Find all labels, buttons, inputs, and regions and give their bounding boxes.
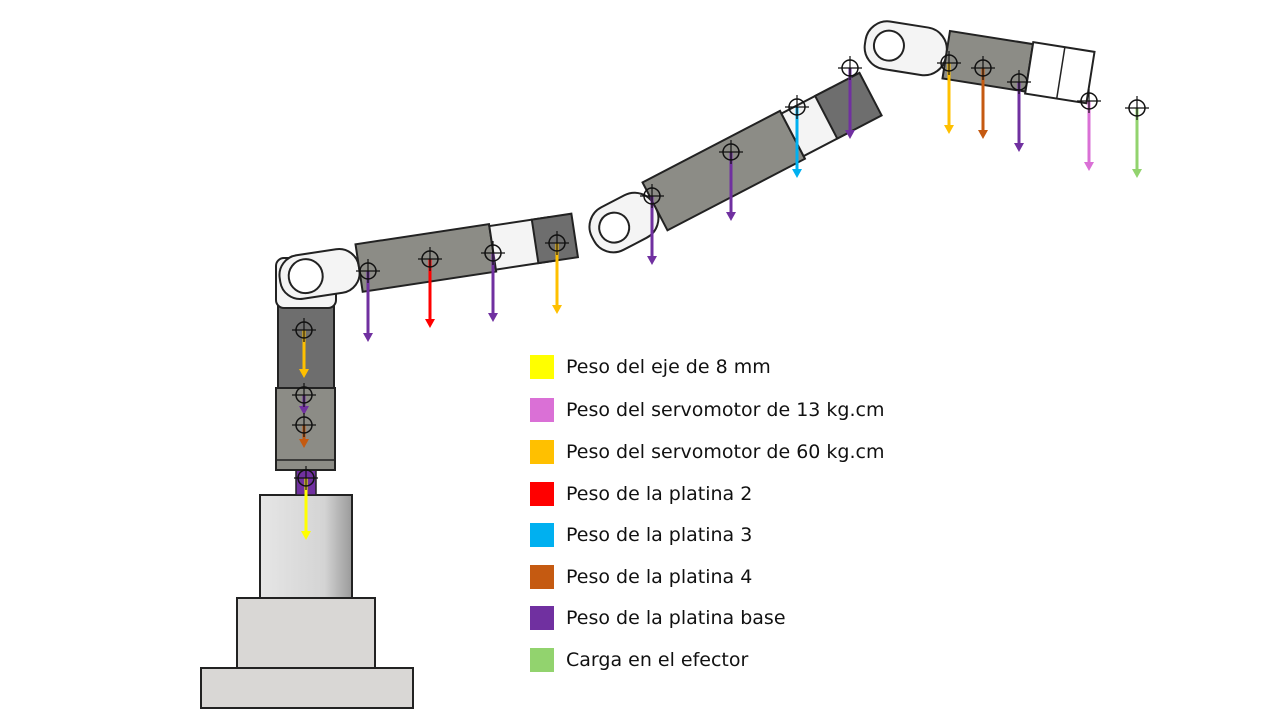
base-servo xyxy=(277,299,335,389)
weight-arrow-platina3 xyxy=(785,95,809,178)
end-effector-line xyxy=(1056,47,1066,99)
weight-arrow-platina-base-2 xyxy=(356,259,380,342)
arrow-head xyxy=(299,369,309,378)
legend-label: Peso de la platina 4 xyxy=(566,566,753,588)
weight-arrow-platina-base-1 xyxy=(292,383,316,415)
legend-swatch xyxy=(530,398,554,422)
elbow-servo xyxy=(530,212,580,265)
legend-item: Peso del servomotor de 60 kg.cm xyxy=(530,439,885,465)
arm-segment-1 xyxy=(278,212,580,300)
platina2-plate xyxy=(354,222,498,293)
legend-item: Carga en el efector xyxy=(530,647,748,673)
base-middle-block xyxy=(236,597,376,669)
legend-swatch xyxy=(530,648,554,672)
arrow-head xyxy=(552,305,562,314)
arrow-head xyxy=(726,212,736,221)
legend-item: Peso de la platina 4 xyxy=(530,564,752,590)
end-effector xyxy=(1023,41,1096,105)
weight-arrow-platina4-base xyxy=(292,413,316,448)
arrow-head xyxy=(1014,143,1024,152)
arrow-head xyxy=(299,406,309,415)
arrow-head xyxy=(363,333,373,342)
arrow-head xyxy=(299,439,309,448)
legend-label: Peso del servomotor de 13 kg.cm xyxy=(566,399,885,421)
arrow-head xyxy=(301,531,311,540)
weight-arrow-platina-base-5 xyxy=(719,140,743,221)
arrow-head xyxy=(792,169,802,178)
arm-segment-3 xyxy=(863,20,1096,105)
arrow-head xyxy=(1084,162,1094,171)
legend-item: Peso de la platina base xyxy=(530,605,786,631)
arm-segment-2 xyxy=(588,71,883,254)
legend-swatch xyxy=(530,440,554,464)
legend-swatch xyxy=(530,482,554,506)
wrist-servo xyxy=(813,71,883,140)
elbow-joint xyxy=(598,211,631,244)
legend-label: Peso de la platina 2 xyxy=(566,483,753,505)
weight-arrow-servo60-elbow xyxy=(545,231,569,314)
weight-arrow-servo13 xyxy=(1077,89,1101,171)
legend-label: Peso de la platina base xyxy=(566,607,786,629)
legend-item: Peso del servomotor de 13 kg.cm xyxy=(530,397,885,423)
arrow-head xyxy=(845,130,855,139)
arrow-head xyxy=(425,319,435,328)
weight-arrow-servo60-wrist xyxy=(937,51,961,134)
shoulder-joint xyxy=(287,258,324,295)
legend-label: Peso del servomotor de 60 kg.cm xyxy=(566,441,885,463)
weight-arrow-platina-base-7 xyxy=(1007,70,1031,152)
arrow-head xyxy=(944,125,954,134)
legend-swatch xyxy=(530,565,554,589)
legend-item: Peso de la platina 3 xyxy=(530,522,752,548)
arrow-head xyxy=(647,256,657,265)
legend-label: Peso del eje de 8 mm xyxy=(566,356,771,378)
legend-item: Peso del eje de 8 mm xyxy=(530,354,771,380)
weight-arrow-carga xyxy=(1125,96,1149,178)
legend-swatch xyxy=(530,523,554,547)
wrist-joint xyxy=(872,29,905,62)
legend-label: Peso de la platina 3 xyxy=(566,524,753,546)
legend-item: Peso de la platina 2 xyxy=(530,481,752,507)
arrow-head xyxy=(1132,169,1142,178)
legend-swatch xyxy=(530,355,554,379)
weight-arrow-platina-base-6 xyxy=(838,56,862,139)
platina3-plate xyxy=(641,109,807,232)
weight-arrow-eje xyxy=(294,466,318,540)
weight-arrow-platina-base-3 xyxy=(481,241,505,322)
weight-arrow-servo60-base xyxy=(292,318,316,378)
arrow-head xyxy=(488,313,498,322)
weight-arrow-platina-base-4 xyxy=(640,184,664,265)
legend-swatch xyxy=(530,606,554,630)
arrow-head xyxy=(978,130,988,139)
weight-arrows xyxy=(292,51,1149,540)
legend-label: Carga en el efector xyxy=(566,649,749,671)
weight-arrow-platina2 xyxy=(418,247,442,328)
base-bottom-block xyxy=(200,667,414,709)
weight-arrow-platina4-wrist xyxy=(971,56,995,139)
